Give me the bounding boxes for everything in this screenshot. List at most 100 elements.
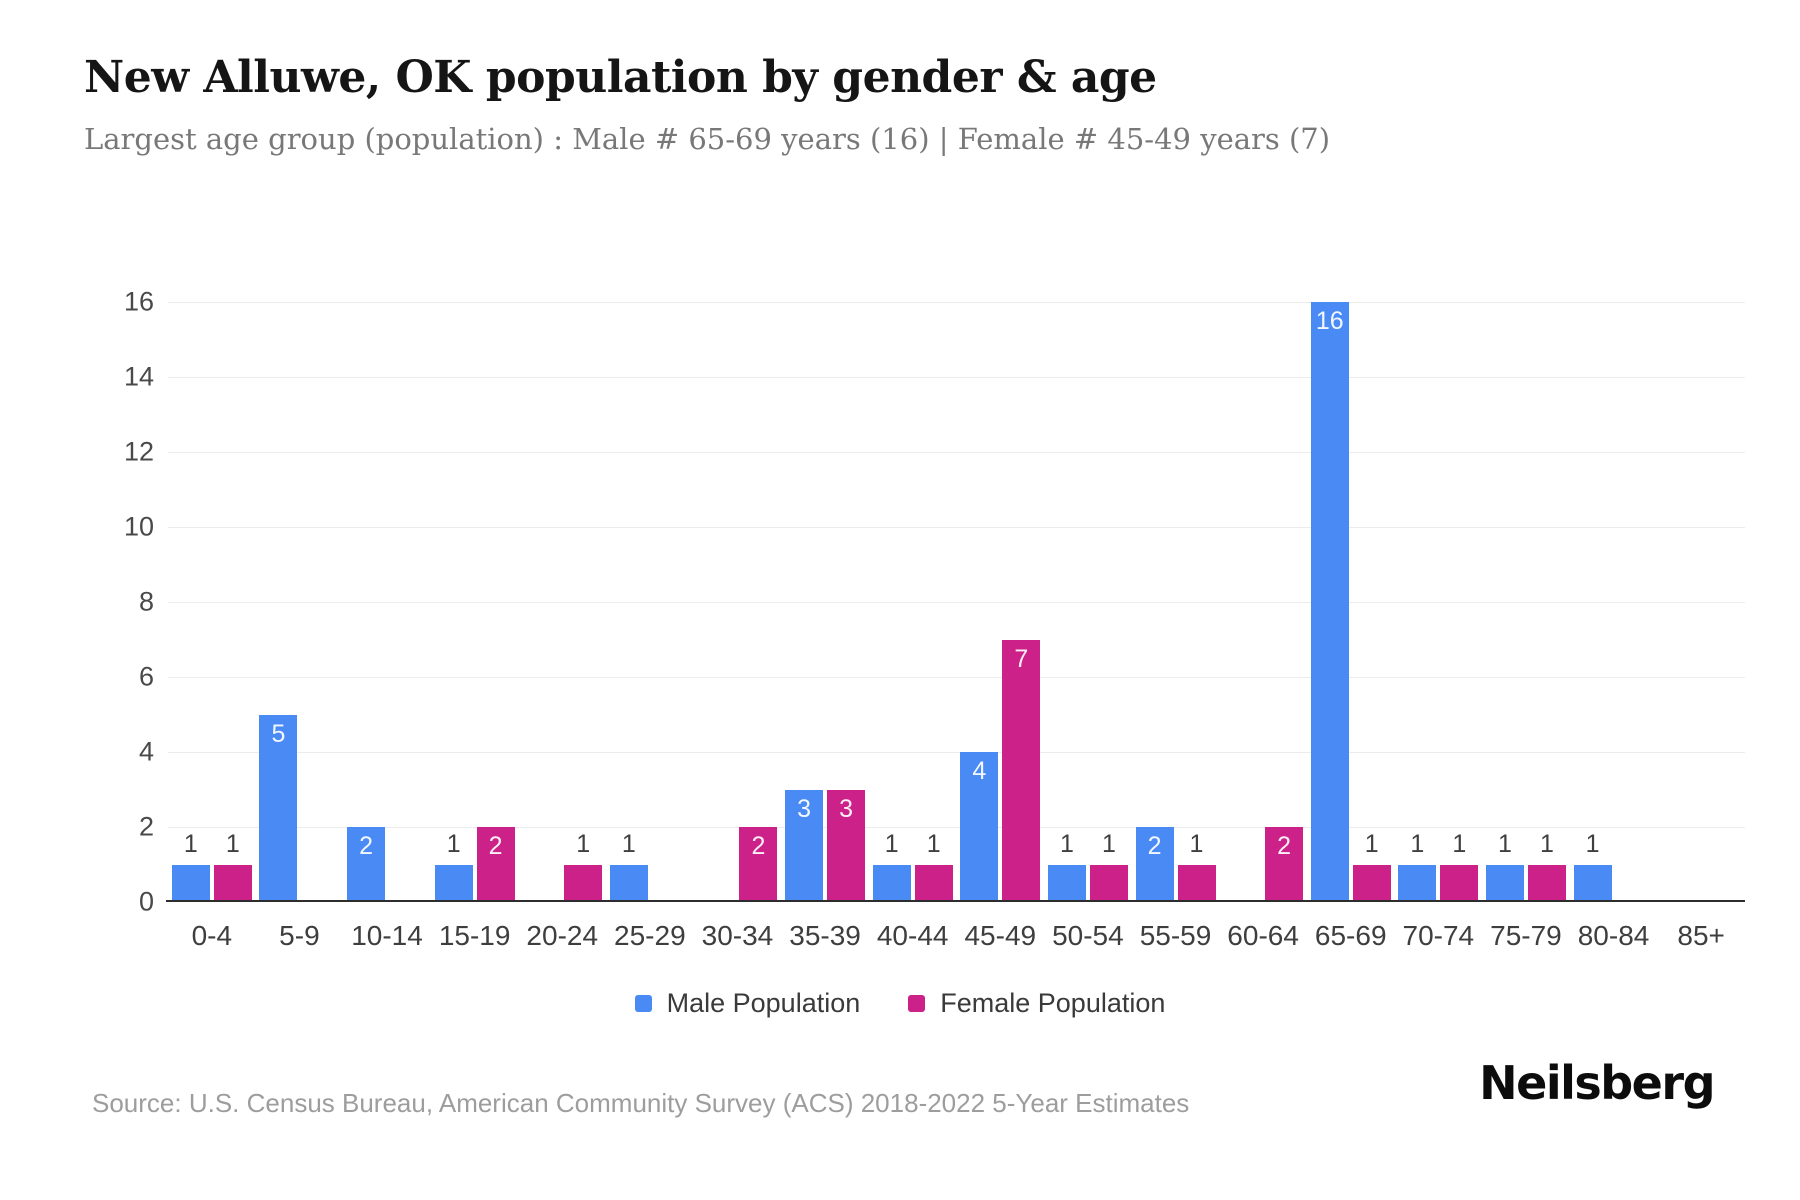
female-bar-55-59[interactable]: 1 (1177, 830, 1216, 902)
x-tick-label: 0-4 (191, 920, 233, 951)
y-tick-label: 6 (138, 661, 154, 692)
y-tick-label: 10 (123, 511, 154, 542)
x-tick-label: 85+ (1677, 920, 1725, 951)
gridline (168, 527, 1745, 528)
bar-value-label: 1 (446, 829, 461, 858)
x-tick-label: 80-84 (1577, 920, 1650, 951)
bar-value-label: 5 (271, 719, 286, 748)
female-bar-60-64[interactable]: 2 (1265, 827, 1304, 902)
neilsberg-logo: Neilsberg (1479, 1056, 1715, 1110)
bar-value-label: 3 (797, 794, 812, 823)
bar-value-label: 1 (1585, 829, 1600, 858)
female-bar-45-49[interactable]: 7 (1002, 639, 1041, 902)
male-bar-70-74[interactable]: 1 (1398, 830, 1437, 902)
x-tick-label: 30-34 (701, 920, 774, 951)
y-tick-label: 0 (138, 886, 154, 917)
female-bar-0-4[interactable]: 1 (213, 830, 252, 902)
legend-item-female[interactable]: Female Population (908, 988, 1165, 1019)
plot-area: 1 1 5 2 1 2 1 1 2 3 3 1 1 4 7 1 1 2 1 2 16 1 1 1 1 1 1 (166, 302, 1745, 902)
male-bar-25-29[interactable]: 1 (609, 830, 648, 902)
female-bar-75-79[interactable]: 1 (1527, 830, 1566, 902)
male-bar-55-59[interactable]: 2 (1135, 827, 1174, 902)
female-bar-40-44[interactable]: 1 (914, 830, 953, 902)
female-bar-50-54[interactable]: 1 (1089, 830, 1128, 902)
y-tick-label: 12 (123, 436, 154, 467)
bar-group-20-24: 1 (518, 302, 606, 902)
bar-group-65-69: 16 1 (1307, 302, 1395, 902)
gridline (168, 677, 1745, 678)
legend-item-male[interactable]: Male Population (634, 988, 860, 1019)
bar-group-10-14: 2 (343, 302, 431, 902)
chart-subtitle: Largest age group (population) : Male # … (84, 122, 1331, 156)
x-tick-label: 10-14 (351, 920, 423, 951)
bar-group-80-84: 1 (1570, 302, 1658, 902)
male-bar-5-9[interactable]: 5 (259, 714, 298, 902)
bar-value-label: 1 (1189, 829, 1204, 858)
female-series-label: Female Population (940, 988, 1166, 1018)
bar-value-label: 16 (1315, 307, 1344, 335)
bar-value-label: 1 (1101, 829, 1116, 858)
y-tick-label: 14 (123, 361, 154, 392)
male-bar-15-19[interactable]: 1 (434, 830, 473, 902)
female-series-swatch-icon (908, 995, 926, 1012)
x-tick-label: 20-24 (526, 920, 599, 951)
x-tick-label: 40-44 (876, 920, 949, 951)
female-bar-15-19[interactable]: 2 (476, 827, 515, 902)
bar-group-30-34: 2 (694, 302, 782, 902)
male-bar-75-79[interactable]: 1 (1485, 830, 1524, 902)
male-bar-50-54[interactable]: 1 (1047, 830, 1086, 902)
bar-value-label: 2 (751, 832, 766, 860)
x-tick-label: 35-39 (789, 920, 861, 951)
bar-value-label: 1 (621, 829, 636, 858)
male-bar-35-39[interactable]: 3 (785, 789, 824, 902)
gridline (168, 827, 1745, 828)
male-bar-0-4[interactable]: 1 (171, 830, 210, 902)
male-bar-80-84[interactable]: 1 (1573, 830, 1612, 902)
bar-value-label: 4 (972, 757, 987, 785)
source-attribution: Source: U.S. Census Bureau, American Com… (92, 1088, 1190, 1118)
x-axis-labels: 0-4 5-9 10-14 15-19 20-24 25-29 30-34 35-39 40-4… (168, 920, 1745, 952)
female-bar-70-74[interactable]: 1 (1440, 830, 1479, 902)
x-tick-label: 15-19 (438, 920, 511, 951)
male-bar-65-69[interactable]: 16 (1310, 302, 1349, 902)
female-bar-65-69[interactable]: 1 (1352, 830, 1391, 902)
bar-group-5-9: 5 (256, 302, 344, 902)
bar-value-label: 1 (884, 829, 899, 858)
x-tick-label: 5-9 (279, 920, 320, 951)
female-bar-30-34[interactable]: 2 (739, 827, 778, 902)
bar-value-label: 2 (488, 832, 503, 860)
gridline (168, 302, 1745, 303)
bar-value-label: 1 (576, 829, 591, 858)
bar-value-label: 1 (1452, 829, 1467, 858)
bar-group-60-64: 2 (1219, 302, 1307, 902)
bar-value-label: 1 (225, 829, 240, 858)
legend: Male Population Female Population (0, 988, 1800, 1019)
x-tick-label: 50-54 (1052, 920, 1124, 951)
male-bar-10-14[interactable]: 2 (347, 827, 386, 902)
bar-value-label: 2 (1277, 832, 1292, 860)
bar-value-label: 2 (359, 832, 373, 860)
bar-value-label: 3 (839, 794, 854, 823)
y-tick-label: 8 (138, 586, 154, 617)
female-bar-35-39[interactable]: 3 (827, 789, 866, 902)
y-tick-label: 2 (138, 811, 154, 842)
y-tick-label: 16 (123, 286, 154, 317)
x-axis-line (166, 900, 1745, 902)
female-bar-20-24[interactable]: 1 (564, 830, 603, 902)
x-tick-label: 75-79 (1490, 920, 1562, 951)
male-bar-40-44[interactable]: 1 (872, 830, 911, 902)
male-series-swatch-icon (634, 995, 652, 1012)
y-axis: 0 2 4 6 8 10 12 14 16 (90, 287, 168, 917)
bar-group-85+ (1657, 302, 1745, 902)
bar-value-label: 1 (926, 829, 941, 858)
gridline (168, 377, 1745, 378)
male-bar-45-49[interactable]: 4 (960, 752, 999, 902)
